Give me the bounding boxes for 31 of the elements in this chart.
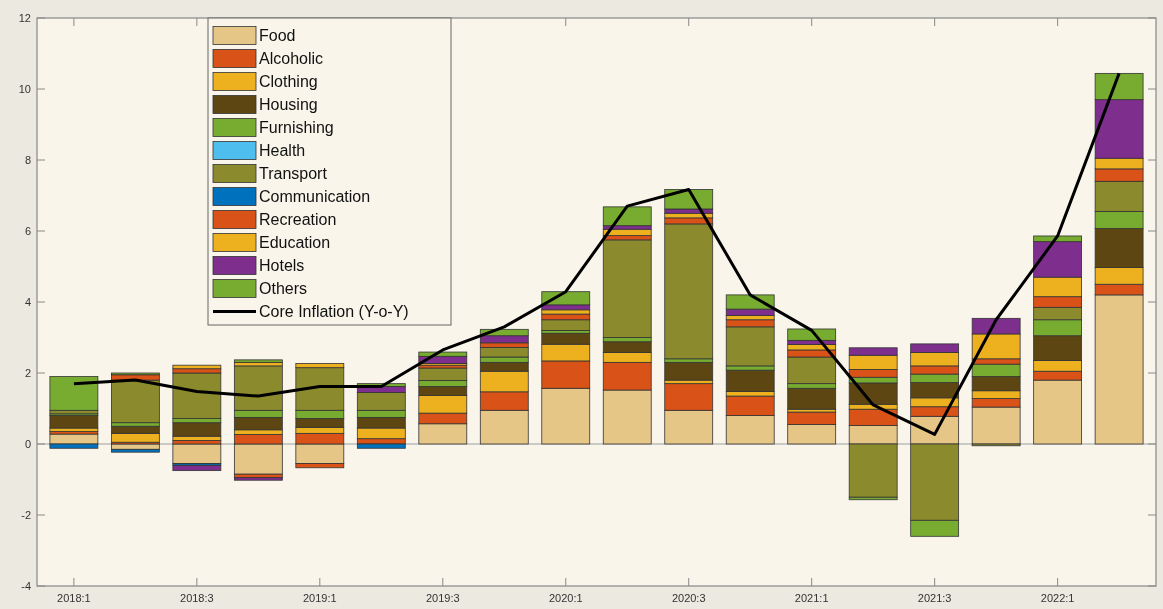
y-tick-label: -2: [21, 508, 31, 521]
legend-label: Recreation: [259, 211, 337, 229]
x-tick-label: 2020:1: [548, 592, 583, 604]
x-tick-label: 2020:3: [671, 592, 706, 604]
y-tick-label: 4: [24, 295, 31, 308]
legend-label: Alcoholic: [259, 50, 324, 68]
y-tick-label: 12: [18, 11, 31, 24]
legend-label: Transport: [259, 165, 328, 183]
x-tick-label: 2018:1: [57, 592, 91, 604]
x-tick-label: 2021:1: [794, 592, 829, 604]
x-tick-label: 2019:1: [303, 592, 337, 604]
legend-label: Core Inflation (Y-o-Y): [259, 303, 409, 321]
x-tick-label: 2019:3: [425, 592, 460, 604]
legend-label: Communication: [259, 188, 371, 206]
x-tick-label: 2021:3: [917, 592, 952, 604]
y-tick-label: 2: [24, 366, 31, 379]
y-tick-label: 8: [24, 153, 31, 166]
legend-label: Furnishing: [259, 119, 334, 137]
y-tick-label: -4: [21, 579, 31, 592]
x-tick-label: 2022:1: [1040, 592, 1075, 604]
y-tick-label: 10: [18, 82, 31, 95]
legend-label: Others: [259, 280, 308, 298]
y-tick-label: 0: [24, 437, 31, 450]
legend-label: Housing: [259, 96, 318, 114]
legend-label: Food: [259, 27, 296, 45]
legend-label: Clothing: [259, 73, 318, 91]
y-tick-label: 6: [24, 224, 31, 237]
x-tick-label: 2018:3: [180, 592, 214, 604]
legend-label: Health: [259, 142, 306, 160]
legend-label: Hotels: [259, 257, 305, 275]
legend-label: Education: [259, 234, 331, 252]
